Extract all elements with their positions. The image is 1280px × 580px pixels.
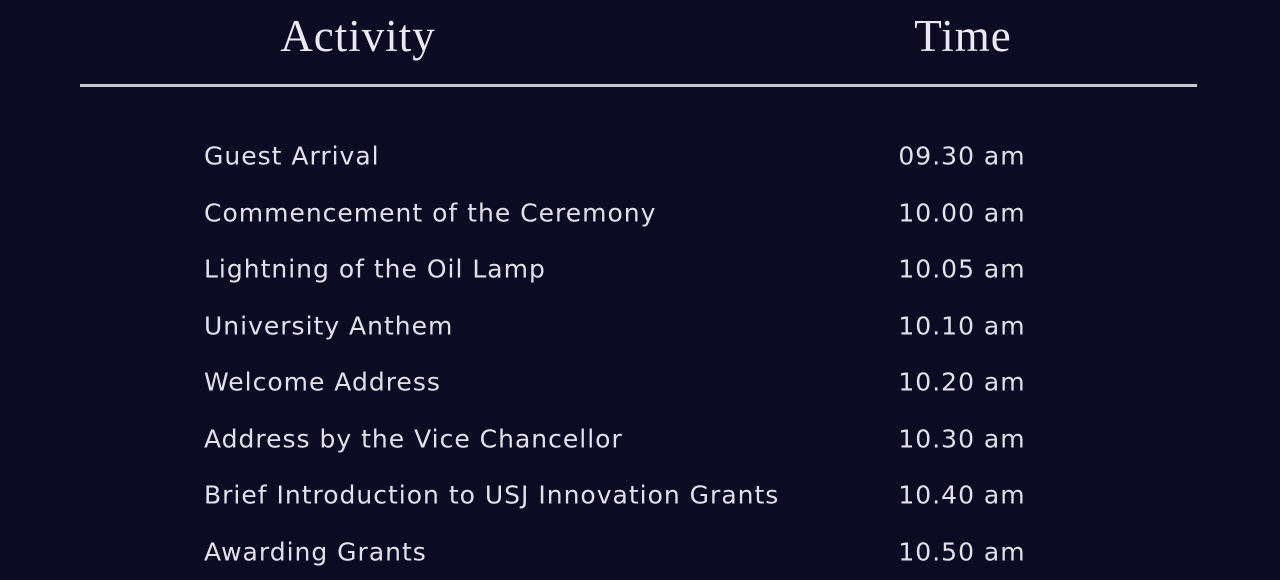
activity-cell: Commencement of the Ceremony (204, 198, 657, 228)
table-row: Awarding Grants 10.50 am (0, 524, 1280, 580)
table-row: Lightning of the Oil Lamp 10.05 am (0, 241, 1280, 298)
time-column-header: Time (914, 11, 1012, 61)
activity-cell: Guest Arrival (204, 141, 380, 171)
time-cell: 10.10 am (898, 311, 1026, 341)
header-divider-line (80, 84, 1197, 87)
activity-cell: Awarding Grants (204, 537, 427, 567)
time-cell: 10.50 am (898, 537, 1026, 567)
activity-cell: University Anthem (204, 311, 454, 341)
time-cell: 10.05 am (898, 254, 1026, 284)
activity-cell: Brief Introduction to USJ Innovation Gra… (204, 480, 780, 510)
time-cell: 10.00 am (898, 198, 1026, 228)
time-cell: 09.30 am (898, 141, 1026, 171)
table-row: Guest Arrival 09.30 am (0, 128, 1280, 185)
activity-cell: Welcome Address (204, 367, 441, 397)
activity-column-header: Activity (280, 11, 436, 61)
schedule-rows: Guest Arrival 09.30 am Commencement of t… (0, 128, 1280, 580)
activity-cell: Lightning of the Oil Lamp (204, 254, 546, 284)
table-row: Commencement of the Ceremony 10.00 am (0, 185, 1280, 242)
time-cell: 10.40 am (898, 480, 1026, 510)
table-row: University Anthem 10.10 am (0, 298, 1280, 355)
table-row: Brief Introduction to USJ Innovation Gra… (0, 467, 1280, 524)
table-row: Address by the Vice Chancellor 10.30 am (0, 411, 1280, 468)
time-cell: 10.30 am (898, 424, 1026, 454)
activity-cell: Address by the Vice Chancellor (204, 424, 623, 454)
time-cell: 10.20 am (898, 367, 1026, 397)
table-row: Welcome Address 10.20 am (0, 354, 1280, 411)
